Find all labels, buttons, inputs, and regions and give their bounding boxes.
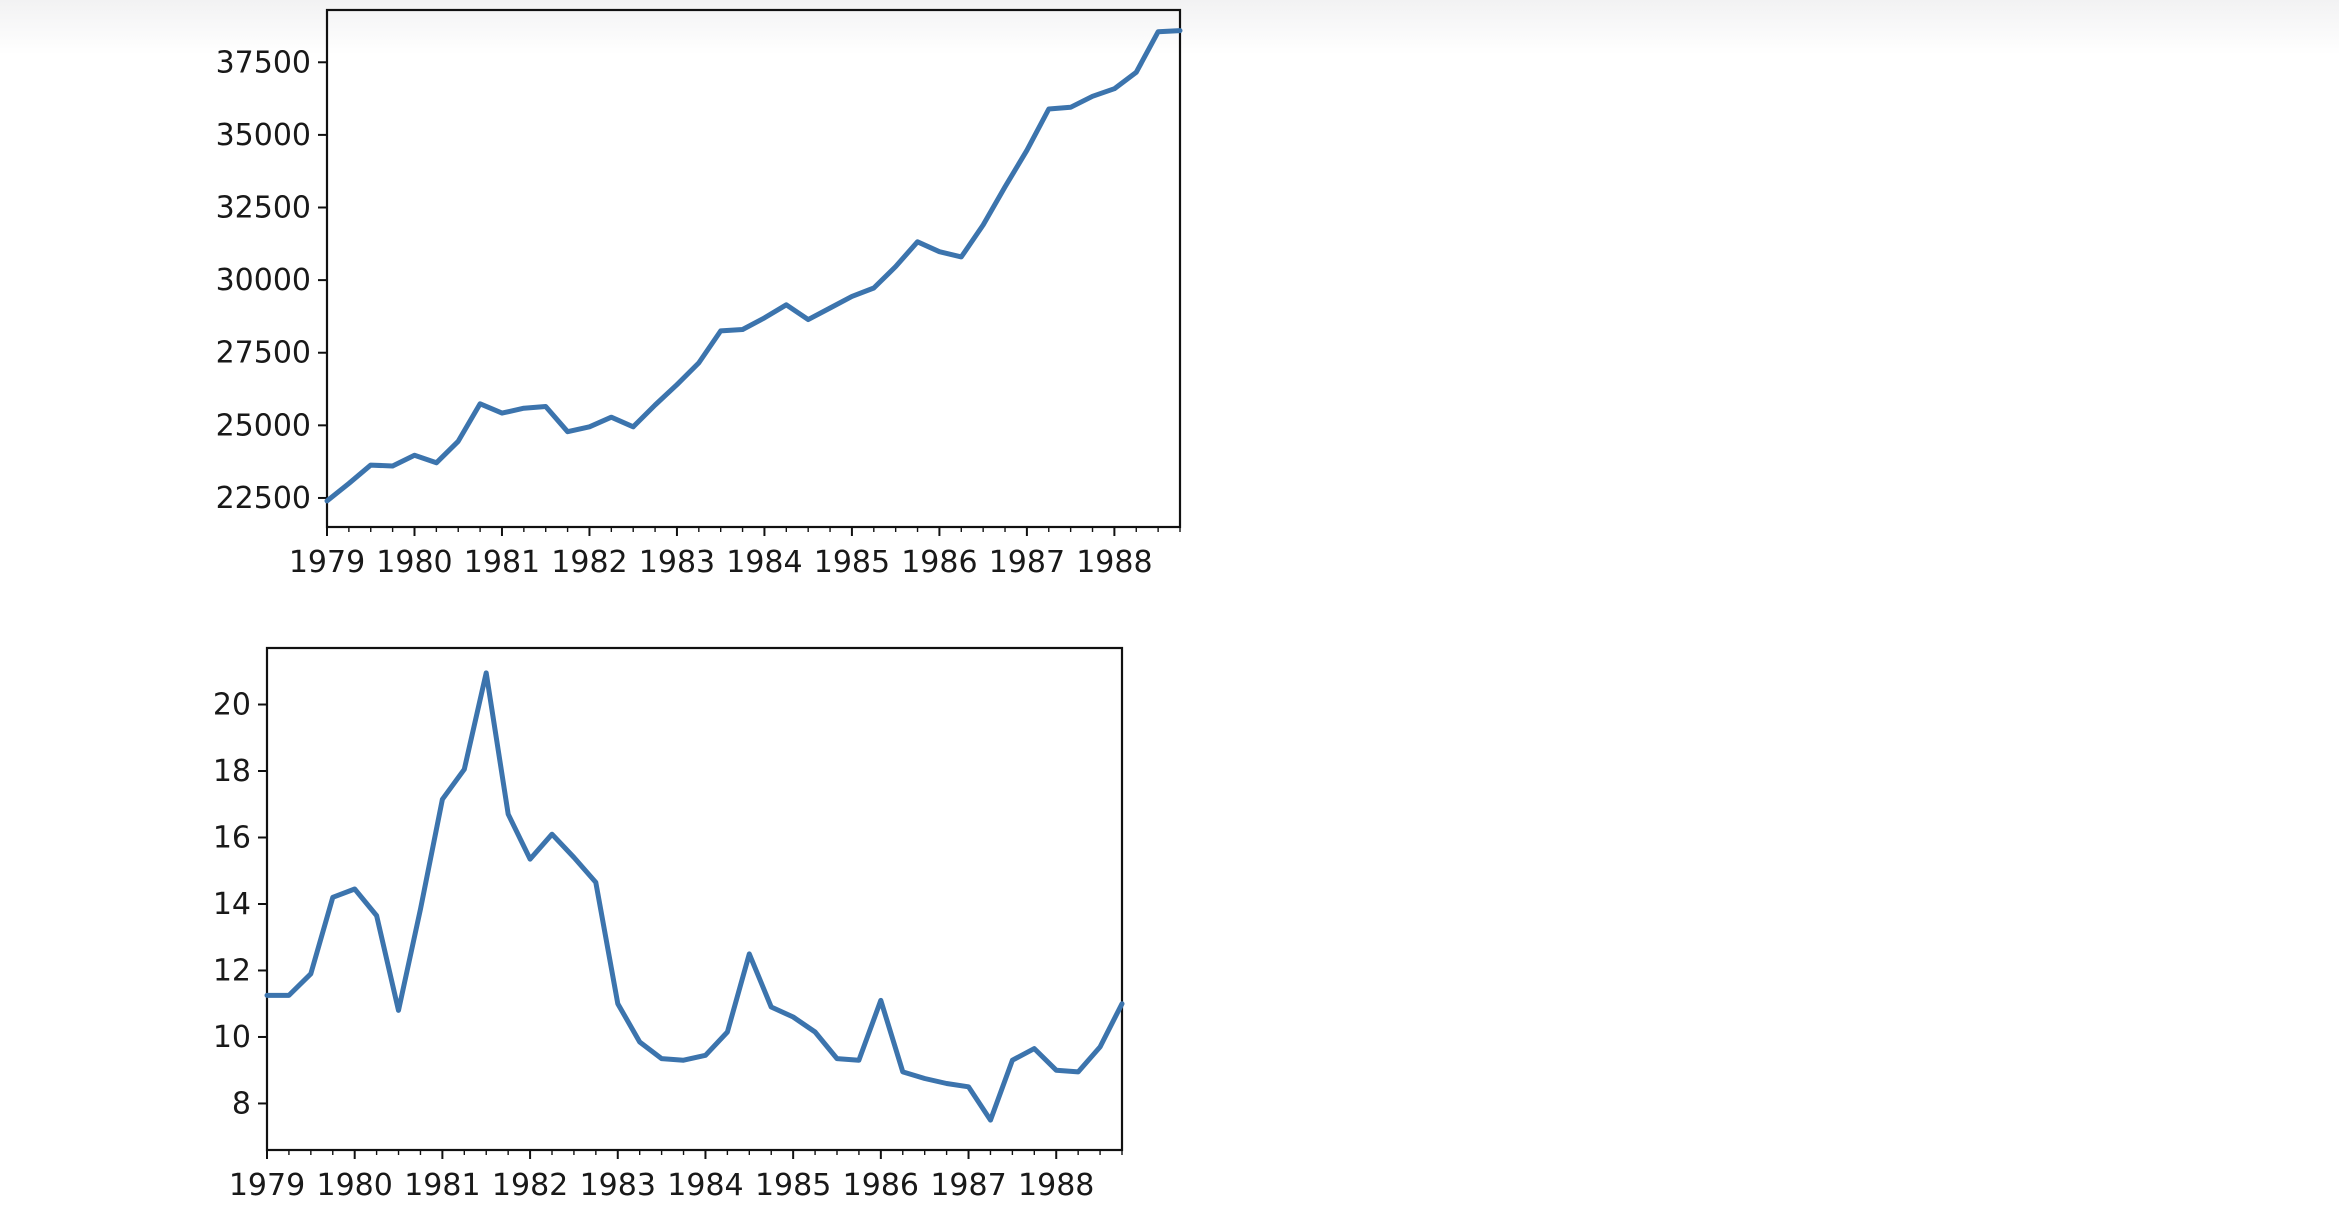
y-tick-label: 20	[213, 688, 251, 723]
y-tick-label: 18	[213, 754, 251, 789]
y-tick-label: 32500	[216, 191, 311, 226]
y-tick-label: 8	[232, 1086, 251, 1121]
x-tick-label: 1979	[289, 545, 365, 580]
y-tick-label: 16	[213, 820, 251, 855]
x-tick-label: 1986	[843, 1168, 919, 1203]
x-tick-label: 1987	[989, 545, 1065, 580]
x-tick-label: 1981	[464, 545, 540, 580]
bottom-line-chart: 1979 1980 1981 1982 1983 1984 1985 1986 1987 1988…	[213, 646, 1125, 1203]
y-tick-label: 35000	[216, 118, 311, 153]
data-series-line	[324, 28, 1183, 504]
x-tick-label: 1980	[317, 1168, 393, 1203]
top-line-chart: 1979 1980 1981 1982 1983 1984 1985 1986 1987 1988…	[216, 8, 1183, 580]
y-tick-label: 10	[213, 1020, 251, 1055]
x-tick-label: 1980	[376, 545, 452, 580]
x-tick-label: 1984	[726, 545, 802, 580]
x-tick-label: 1985	[755, 1168, 831, 1203]
y-tick-label: 25000	[216, 408, 311, 443]
x-tick-label: 1987	[930, 1168, 1006, 1203]
x-tick-label: 1982	[492, 1168, 568, 1203]
x-tick-label: 1982	[551, 545, 627, 580]
axes-frame	[325, 8, 1182, 529]
x-tick-label: 1984	[667, 1168, 743, 1203]
y-tick-label: 12	[213, 953, 251, 988]
y-tick-label: 22500	[216, 481, 311, 516]
x-tick-label: 1979	[229, 1168, 305, 1203]
y-tick-label: 37500	[216, 45, 311, 80]
x-tick-label: 1985	[814, 545, 890, 580]
x-tick-label: 1986	[901, 545, 977, 580]
y-tick-label: 14	[213, 887, 251, 922]
x-tick-label: 1988	[1018, 1168, 1094, 1203]
x-tick-label: 1988	[1076, 545, 1152, 580]
y-tick-label: 27500	[216, 336, 311, 371]
x-tick-label: 1983	[580, 1168, 656, 1203]
axes-frame	[265, 646, 1124, 1152]
data-series-line	[264, 670, 1125, 1123]
x-tick-label: 1983	[639, 545, 715, 580]
y-tick-label: 30000	[216, 263, 311, 298]
x-tick-label: 1981	[404, 1168, 480, 1203]
